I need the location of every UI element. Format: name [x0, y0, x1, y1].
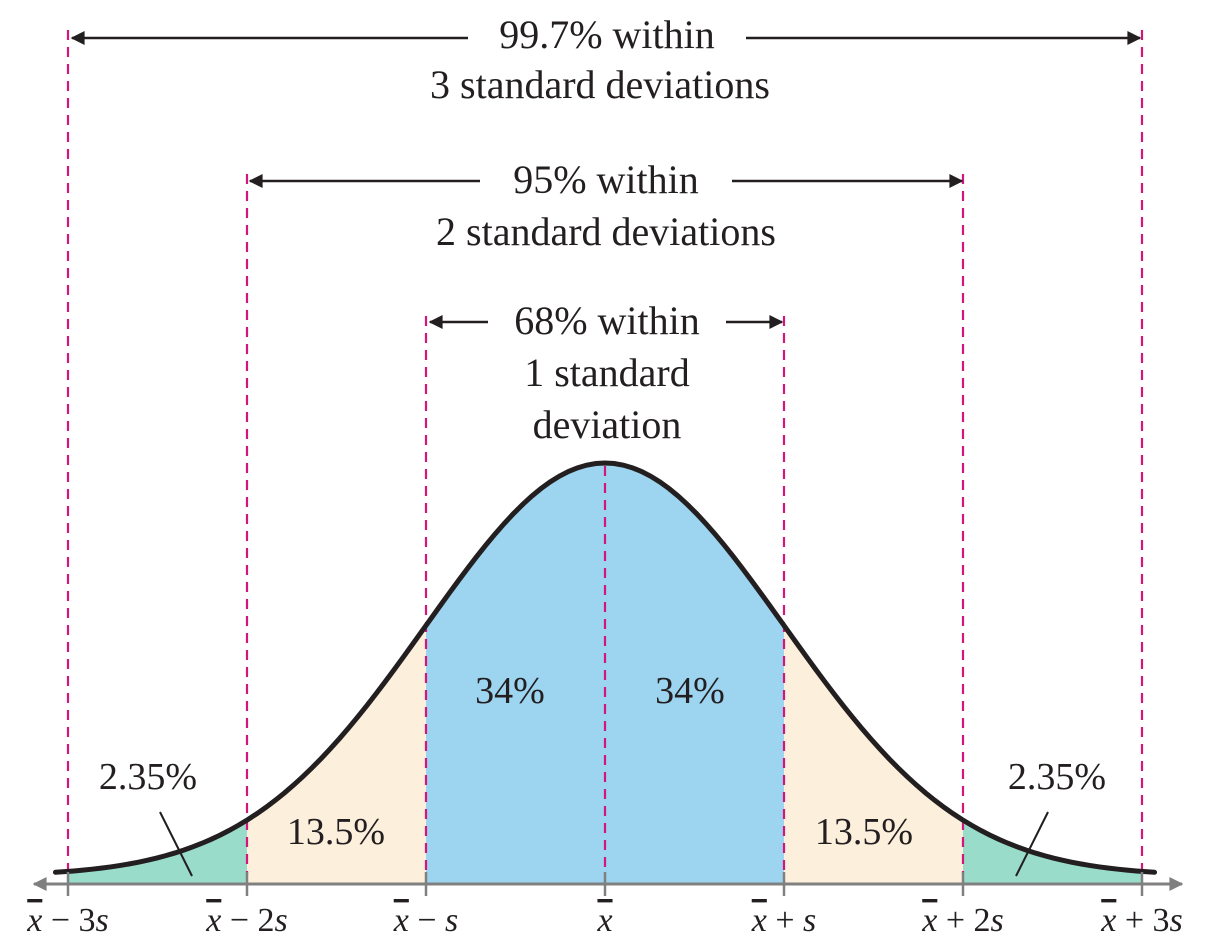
range-95-line1: 95% within	[513, 157, 699, 202]
label-right-center: 34%	[655, 670, 725, 712]
tick-label: x − 3s	[26, 902, 109, 939]
tick-label-mean: x	[393, 902, 409, 939]
tick-label-mean: x	[1100, 902, 1116, 939]
tick-label-s: s	[275, 902, 288, 939]
tick-label-offset: +	[767, 902, 803, 939]
label-right-middle: 13.5%	[815, 811, 913, 853]
label-left-center: 34%	[475, 670, 545, 712]
tick-label-mean: x	[751, 902, 767, 939]
left-tail-region	[68, 820, 247, 884]
range-997-line1: 99.7% within	[499, 12, 715, 57]
tick-label-mean: x	[205, 902, 221, 939]
tick-label-s: s	[803, 902, 816, 939]
leader-right-tail	[1015, 811, 1049, 877]
tick-label-offset: − 2	[221, 902, 274, 939]
tick-label-s: s	[1170, 902, 1183, 939]
tick-label-offset: −	[409, 902, 445, 939]
tick-label: x − 2s	[205, 902, 288, 939]
leader-left-tail	[159, 811, 193, 877]
axis-tick-marks	[66, 872, 1144, 896]
tick-label: x	[596, 902, 612, 939]
range-68-line2: 1 standard	[524, 350, 690, 395]
range-997-line2: 3 standard deviations	[430, 62, 770, 107]
tick-label-s: s	[991, 902, 1004, 939]
tick-label: x − s	[393, 902, 459, 939]
tick-label-offset: − 3	[42, 902, 95, 939]
tick-label: x + 3s	[1100, 902, 1183, 939]
label-right-tail: 2.35%	[1008, 756, 1106, 798]
range-68-line1: 68% within	[514, 298, 700, 343]
tick-label-mean: x	[26, 902, 42, 939]
tick-label-offset: + 3	[1116, 902, 1169, 939]
right-tail-region	[963, 820, 1142, 884]
tick-label-s: s	[96, 902, 109, 939]
tick-label: x + 2s	[921, 902, 1004, 939]
range-95-line2: 2 standard deviations	[436, 209, 776, 254]
range-68-line3: deviation	[533, 402, 682, 447]
label-left-middle: 13.5%	[287, 811, 385, 853]
bell-curve	[52, 460, 1158, 875]
label-left-tail: 2.35%	[99, 756, 197, 798]
tick-label-mean: x	[596, 902, 612, 939]
tick-label-mean: x	[921, 902, 937, 939]
tick-label-s: s	[445, 902, 458, 939]
sigma-guide-lines	[66, 30, 1144, 874]
tick-label-offset: + 2	[937, 902, 990, 939]
tick-label: x + s	[751, 902, 817, 939]
